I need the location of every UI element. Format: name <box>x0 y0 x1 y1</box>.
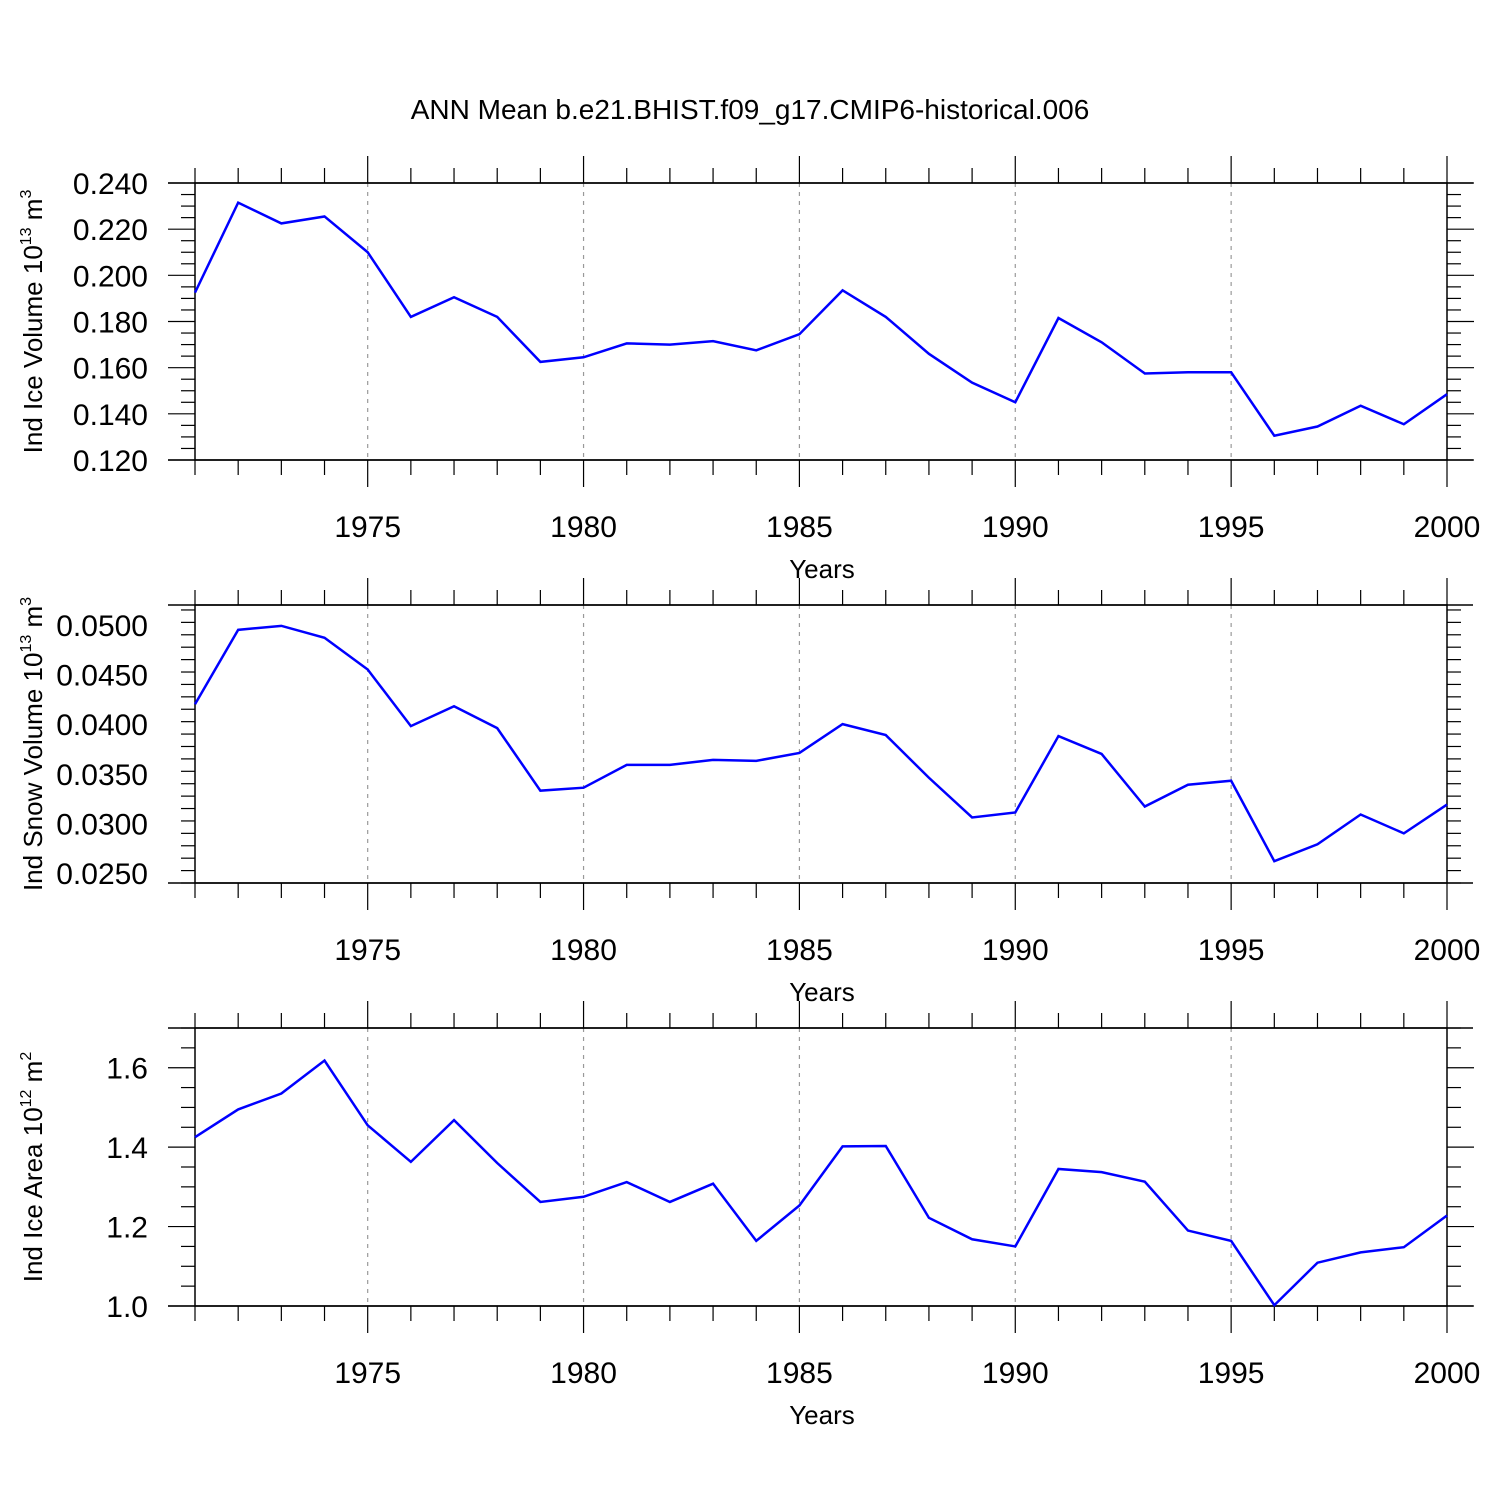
x-tick-label: 1985 <box>766 934 833 967</box>
panel-2: 0.0250 0.0300 0.0350 0.0400 0.0450 0.0500 1975… <box>18 578 1480 1007</box>
x-axis-label: Years <box>789 977 855 1007</box>
x-tick-label: 1995 <box>1198 511 1265 544</box>
y-tick-label: 0.0400 <box>56 709 148 742</box>
figure-title: ANN Mean b.e21.BHIST.f09_g17.CMIP6-histo… <box>411 94 1090 125</box>
x-tick-label: 1995 <box>1198 934 1265 967</box>
y-tick-label: 0.0500 <box>56 610 148 643</box>
x-tick-label: 1980 <box>550 511 617 544</box>
y-tick-label: 0.140 <box>73 399 148 432</box>
y-tick-label: 0.160 <box>73 353 148 386</box>
x-tick-label: 2000 <box>1414 511 1481 544</box>
x-tick-label: 1975 <box>334 511 401 544</box>
y-tick-label: 0.120 <box>73 445 148 478</box>
x-tick-label: 1990 <box>982 511 1049 544</box>
y-tick-label: 1.2 <box>106 1212 148 1245</box>
y-tick-label: 0.200 <box>73 260 148 293</box>
x-tick-label: 1975 <box>334 934 401 967</box>
x-tick-label: 2000 <box>1414 934 1481 967</box>
y-tick-label: 0.0450 <box>56 660 148 693</box>
series-line <box>193 200 1448 438</box>
x-tick-label: 1990 <box>982 934 1049 967</box>
y-axis-label: Ind Ice Area 1012 m2 <box>18 1052 48 1283</box>
series-line <box>194 1058 1448 1308</box>
x-axis-label: Years <box>789 554 855 584</box>
x-tick-label: 1975 <box>334 1357 401 1390</box>
x-tick-label: 1980 <box>550 934 617 967</box>
y-tick-label: 0.240 <box>73 168 148 201</box>
y-tick-label: 0.0350 <box>56 759 148 792</box>
y-tick-label: 1.6 <box>106 1053 148 1086</box>
y-tick-label: 0.0300 <box>56 808 148 841</box>
plot-frame <box>194 182 1448 461</box>
x-tick-label: 1990 <box>982 1357 1049 1390</box>
y-tick-label: 0.220 <box>73 214 148 247</box>
y-tick-label: 1.0 <box>106 1291 148 1324</box>
x-tick-label: 1980 <box>550 1357 617 1390</box>
panel-1: 0.120 0.140 0.160 0.180 0.200 0.220 0.240 1975 1… <box>18 156 1480 584</box>
y-tick-label: 1.4 <box>106 1132 148 1165</box>
x-tick-label: 1995 <box>1198 1357 1265 1390</box>
y-axis-label: Ind Ice Volume 1013 m3 <box>18 190 48 454</box>
y-tick-label: 0.0250 <box>56 858 148 891</box>
y-tick-label: 0.180 <box>73 307 148 340</box>
plot-frame <box>194 1027 1448 1307</box>
plot-frame <box>194 604 1448 884</box>
panel-3: 1.0 1.2 1.4 1.6 1975 1980 1985 1990 1995 2000 Year… <box>18 1001 1480 1430</box>
series-line <box>193 624 1448 863</box>
x-tick-label: 1985 <box>766 511 833 544</box>
x-axis-label: Years <box>789 1400 855 1430</box>
y-axis-label: Ind Snow Volume 1013 m3 <box>18 597 48 891</box>
x-tick-label: 1985 <box>766 1357 833 1390</box>
x-tick-label: 2000 <box>1414 1357 1481 1390</box>
